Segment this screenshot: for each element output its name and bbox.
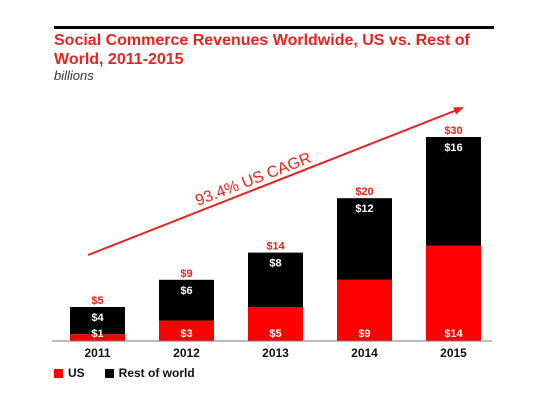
x-tick-label-2015: 2015: [440, 346, 467, 360]
chart-subtitle: billions: [54, 68, 94, 83]
bar-us-2013: [248, 307, 303, 341]
total-label-2015: $30: [444, 125, 462, 137]
bar-us-2011: [70, 334, 125, 341]
legend-label-us: US: [68, 366, 85, 380]
total-label-2014: $20: [355, 186, 373, 198]
x-tick-label-2014: 2014: [351, 346, 378, 360]
x-tick-label-2011: 2011: [84, 346, 110, 360]
cagr-arrow: [87, 107, 464, 256]
data-label-rest-of-world-2014: $12: [355, 203, 373, 215]
data-label-rest-of-world-2011: $4: [91, 312, 104, 324]
bar-rest-of-world-2013: [248, 252, 303, 307]
bar-us-2015: [426, 245, 481, 341]
data-label-rest-of-world-2015: $16: [444, 142, 462, 154]
data-label-us-2013: $5: [269, 328, 281, 340]
bar-rest-of-world-2012: [159, 279, 214, 321]
data-label-us-2015: $14: [444, 328, 463, 340]
total-label-2011: $5: [91, 295, 103, 307]
total-label-2013: $14: [266, 241, 285, 253]
x-tick-label-2013: 2013: [262, 346, 289, 360]
x-tick-label-2012: 2012: [173, 346, 200, 360]
data-label-us-2011: $1: [91, 328, 103, 340]
bar-us-2012: [159, 320, 214, 341]
legend-label-rest-of-world: Rest of world: [118, 366, 195, 380]
chart-title: Social Commerce Revenues Worldwide, US v…: [54, 32, 470, 68]
cagr-annotation: 93.4% US CAGR: [193, 150, 314, 210]
bars-group: $1 $4 $5 2011 $3 $6 $9 2012 $5 $8 $14 2013 $9 $12 $20 2…: [70, 125, 481, 360]
legend-item-us: US: [54, 366, 85, 380]
legend: US Rest of world: [54, 366, 215, 380]
legend-swatch-us: [54, 368, 63, 378]
bar-us-2014: [337, 279, 392, 341]
legend-item-rest-of-world: Rest of world: [104, 366, 195, 380]
bar-rest-of-world-2011: [70, 307, 125, 335]
total-label-2012: $9: [180, 268, 192, 280]
data-label-us-2014: $9: [358, 328, 370, 340]
data-label-rest-of-world-2013: $8: [269, 258, 281, 270]
bar-rest-of-world-2015: [426, 137, 481, 246]
data-label-us-2012: $3: [180, 328, 192, 340]
bar-rest-of-world-2014: [337, 198, 392, 280]
title-rule: [54, 26, 494, 29]
data-label-rest-of-world-2012: $6: [180, 285, 192, 297]
legend-swatch-rest-of-world: [104, 368, 114, 378]
